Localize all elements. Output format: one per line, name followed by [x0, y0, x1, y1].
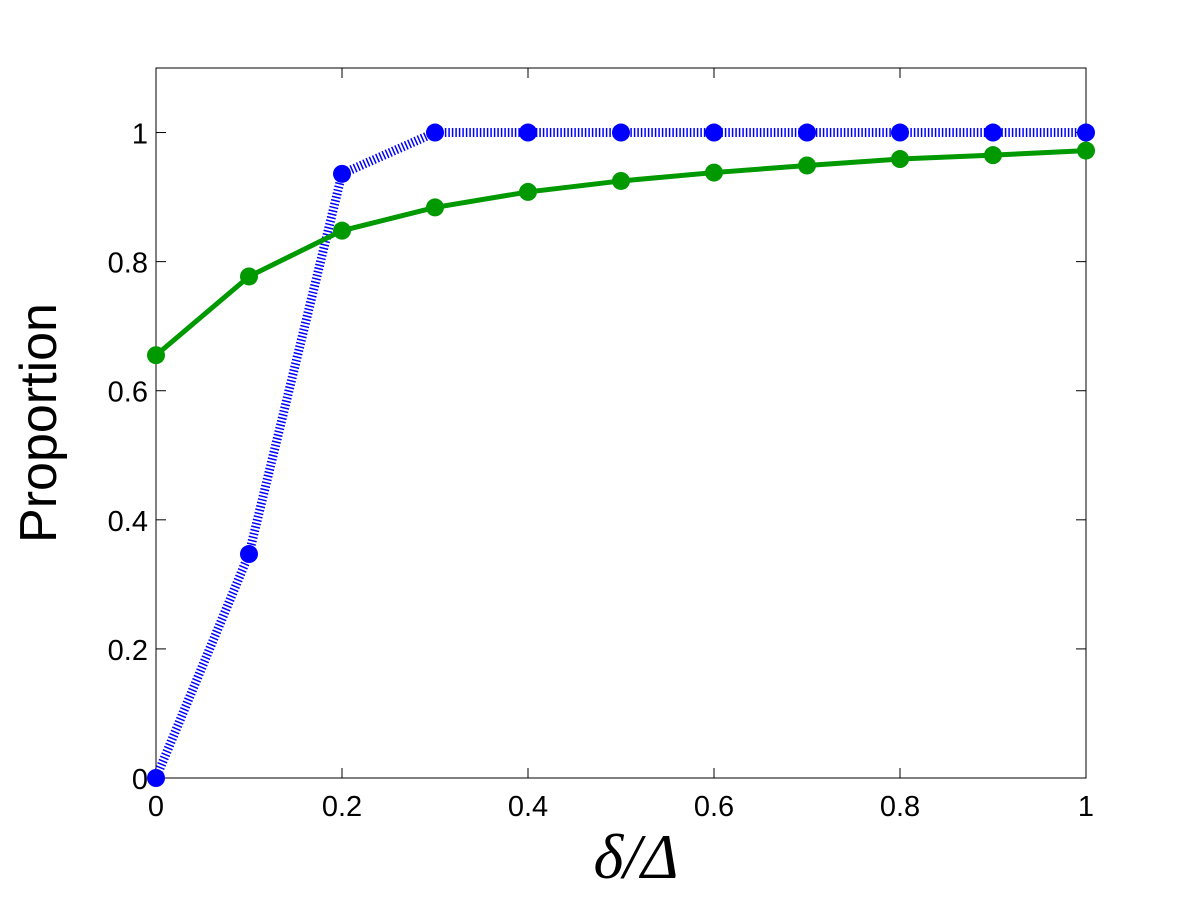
x-axis-label: δ/Δ — [593, 821, 678, 892]
y-tick-label: 1 — [132, 119, 148, 151]
data-point — [240, 267, 258, 286]
y-tick-label: 0.8 — [108, 248, 148, 280]
data-point — [333, 164, 351, 183]
x-tick-label: 0.8 — [880, 791, 920, 823]
data-point — [612, 123, 630, 142]
x-tick-label: 0.6 — [694, 791, 734, 823]
data-point — [984, 123, 1002, 142]
data-point — [798, 123, 816, 142]
data-point — [426, 198, 444, 217]
data-point — [333, 221, 351, 240]
data-point — [705, 163, 723, 182]
data-point — [147, 346, 165, 365]
x-tick-label: 0.2 — [322, 791, 362, 823]
y-tick-label: 0.4 — [108, 506, 148, 538]
data-point — [519, 182, 537, 201]
x-tick-label: 1 — [1078, 791, 1094, 823]
data-point — [147, 769, 165, 787]
data-point — [1077, 141, 1095, 160]
y-tick-label: 0 — [132, 764, 148, 796]
y-tick-label: 0.6 — [108, 377, 148, 409]
data-point — [1077, 123, 1095, 142]
data-point — [426, 123, 444, 142]
data-point — [519, 123, 537, 142]
data-point — [798, 156, 816, 175]
data-point — [984, 146, 1002, 165]
x-tick-label: 0 — [148, 791, 164, 823]
data-point — [705, 123, 723, 142]
data-point — [240, 545, 258, 564]
y-tick-label: 0.2 — [108, 635, 148, 667]
data-point — [612, 171, 630, 190]
x-tick-label: 0.4 — [508, 791, 548, 823]
y-axis-label: Proportion — [10, 303, 68, 543]
data-point — [891, 123, 909, 142]
data-point — [891, 150, 909, 169]
